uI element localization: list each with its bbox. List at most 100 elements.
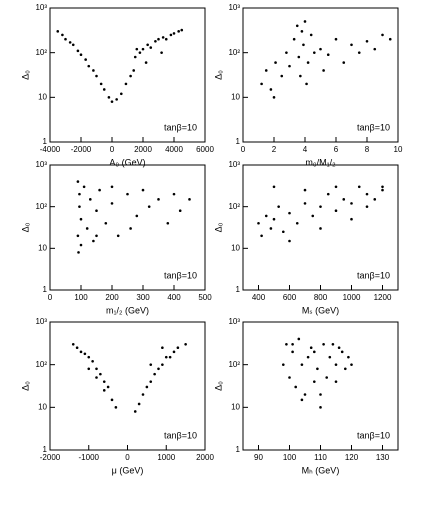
point — [291, 343, 294, 346]
point — [184, 343, 187, 346]
point — [334, 363, 338, 366]
point — [92, 239, 95, 243]
plot-frame — [49, 164, 206, 291]
point — [313, 51, 316, 54]
annotation: tanβ=10 — [164, 430, 197, 440]
point — [107, 96, 111, 99]
point — [110, 202, 114, 205]
x-axis-label: A₀ (GeV) — [109, 157, 145, 167]
point — [269, 88, 273, 91]
point — [168, 355, 172, 359]
point — [326, 192, 330, 196]
point — [313, 350, 316, 354]
point — [313, 380, 316, 383]
point — [347, 355, 350, 359]
point — [157, 37, 160, 41]
point — [303, 188, 307, 192]
point — [337, 346, 341, 349]
point — [334, 380, 338, 383]
point — [164, 355, 168, 359]
point — [365, 205, 369, 208]
point — [274, 61, 277, 64]
x-tick-label: 0 — [110, 145, 115, 154]
point — [272, 217, 276, 221]
point — [76, 234, 80, 238]
point — [319, 393, 322, 396]
point — [306, 61, 310, 64]
point — [141, 188, 145, 192]
point — [305, 82, 308, 86]
point — [95, 209, 98, 213]
x-axis-label: μ (GeV) — [112, 465, 144, 475]
point — [342, 61, 346, 64]
point — [82, 185, 86, 189]
point — [120, 92, 123, 96]
point — [154, 39, 157, 43]
point — [133, 55, 137, 59]
point — [141, 47, 145, 51]
point — [340, 350, 344, 354]
point — [79, 243, 83, 247]
point — [292, 37, 296, 41]
y-tick-label: 10³ — [228, 160, 240, 169]
point — [78, 192, 81, 196]
x-tick-label: 400 — [167, 293, 181, 302]
point — [110, 185, 114, 189]
y-axis-label: Δ₀ — [20, 70, 30, 80]
point — [102, 389, 106, 392]
point — [302, 43, 305, 47]
point — [98, 188, 101, 192]
point — [68, 41, 72, 44]
point — [295, 24, 299, 28]
point — [297, 337, 301, 341]
point — [357, 185, 361, 189]
point — [78, 205, 81, 208]
point — [285, 343, 288, 346]
point — [331, 343, 335, 346]
point — [91, 359, 94, 363]
point — [161, 363, 164, 366]
point — [264, 69, 268, 72]
point — [373, 47, 377, 51]
point — [325, 376, 329, 379]
point — [71, 43, 75, 47]
point — [322, 69, 325, 72]
y-tick-label: 10³ — [228, 3, 240, 12]
point — [79, 217, 83, 221]
point — [169, 33, 173, 37]
point — [264, 214, 268, 218]
point — [180, 28, 184, 32]
annotation: tanβ=10 — [357, 430, 390, 440]
x-tick-label: 200 — [105, 293, 119, 302]
point — [328, 355, 332, 359]
point — [260, 82, 263, 86]
x-tick-label: 300 — [136, 293, 150, 302]
point — [99, 372, 102, 376]
point — [309, 33, 313, 37]
y-tick-label: 10 — [231, 243, 240, 252]
point — [388, 37, 392, 41]
point — [75, 346, 79, 349]
point — [124, 82, 128, 86]
point — [87, 355, 91, 359]
point — [114, 406, 118, 409]
point — [188, 198, 191, 201]
point — [110, 100, 114, 103]
point — [147, 205, 151, 208]
point — [56, 30, 60, 33]
x-tick-label: 0 — [48, 293, 53, 302]
point — [132, 69, 135, 72]
point — [85, 227, 89, 230]
point — [319, 227, 322, 230]
x-tick-label: -1000 — [79, 453, 100, 462]
point — [316, 367, 319, 371]
y-axis-label: Δ₀ — [20, 381, 30, 391]
y-tick-label: 10 — [38, 402, 47, 411]
point — [294, 385, 298, 389]
x-tick-label: 6000 — [196, 145, 214, 154]
point — [319, 205, 322, 208]
point — [77, 251, 80, 254]
y-tick-label: 10² — [228, 48, 240, 57]
x-tick-label: 6 — [334, 145, 339, 154]
